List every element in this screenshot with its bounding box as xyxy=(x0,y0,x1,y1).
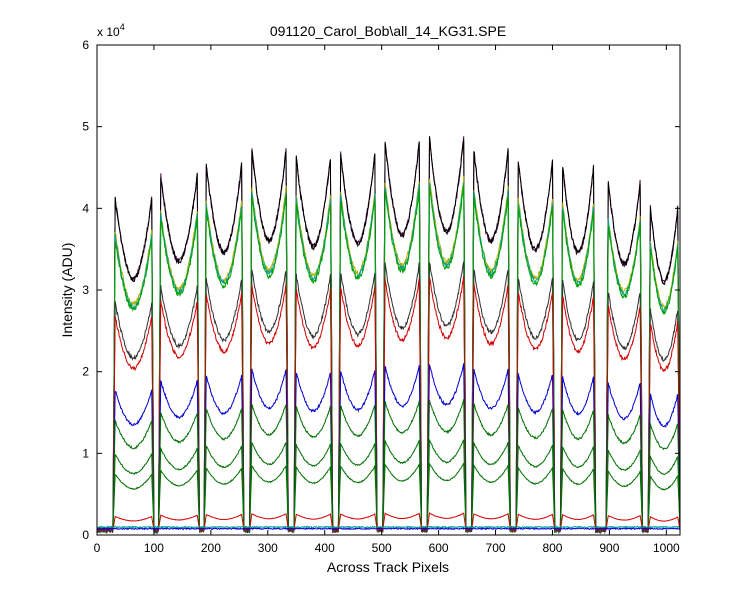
y-tick-label: 0 xyxy=(82,528,89,542)
chart-title: 091120_Carol_Bob\all_14_KG31.SPE xyxy=(270,23,506,39)
y-tick-label: 6 xyxy=(82,38,89,52)
y-axis-exponent: x 104 xyxy=(97,22,125,39)
x-tick-label: 500 xyxy=(372,541,392,555)
x-tick-label: 300 xyxy=(258,541,278,555)
series-line xyxy=(96,261,681,534)
series-line xyxy=(97,525,681,529)
y-tick-label: 5 xyxy=(82,120,89,134)
x-tick-label: 0 xyxy=(94,541,101,555)
series-line xyxy=(96,439,681,533)
y-tick-label: 1 xyxy=(82,446,89,460)
plot-area xyxy=(97,45,680,535)
x-tick-label: 700 xyxy=(486,541,506,555)
series-group xyxy=(96,136,681,535)
x-tick-label: 600 xyxy=(429,541,449,555)
x-tick-label: 900 xyxy=(599,541,619,555)
series-line xyxy=(96,527,681,531)
series-line xyxy=(96,363,681,533)
series-line xyxy=(96,512,681,532)
x-tick-label: 100 xyxy=(144,541,164,555)
y-axis-label: Intensity (ADU) xyxy=(59,243,75,338)
y-tick-label: 2 xyxy=(82,365,89,379)
series-line xyxy=(96,398,681,533)
y-exponent-power: 4 xyxy=(120,22,125,32)
y-exponent-base: x 10 xyxy=(97,25,120,39)
y-tick-label: 3 xyxy=(82,283,89,297)
series-line xyxy=(96,185,681,534)
series-line xyxy=(97,462,681,533)
x-axis-ticks: 0 100 200 300 400 500 600 700 800 900 1000 xyxy=(94,45,680,555)
x-tick-label: 800 xyxy=(542,541,562,555)
x-tick-label: 1000 xyxy=(653,541,680,555)
x-tick-label: 200 xyxy=(201,541,221,555)
y-tick-label: 4 xyxy=(82,201,89,215)
series-line xyxy=(96,136,681,535)
x-tick-label: 400 xyxy=(315,541,335,555)
y-axis-ticks: 0 1 2 3 4 5 6 xyxy=(82,38,680,542)
series-line xyxy=(96,276,681,534)
x-axis-label: Across Track Pixels xyxy=(327,559,449,575)
